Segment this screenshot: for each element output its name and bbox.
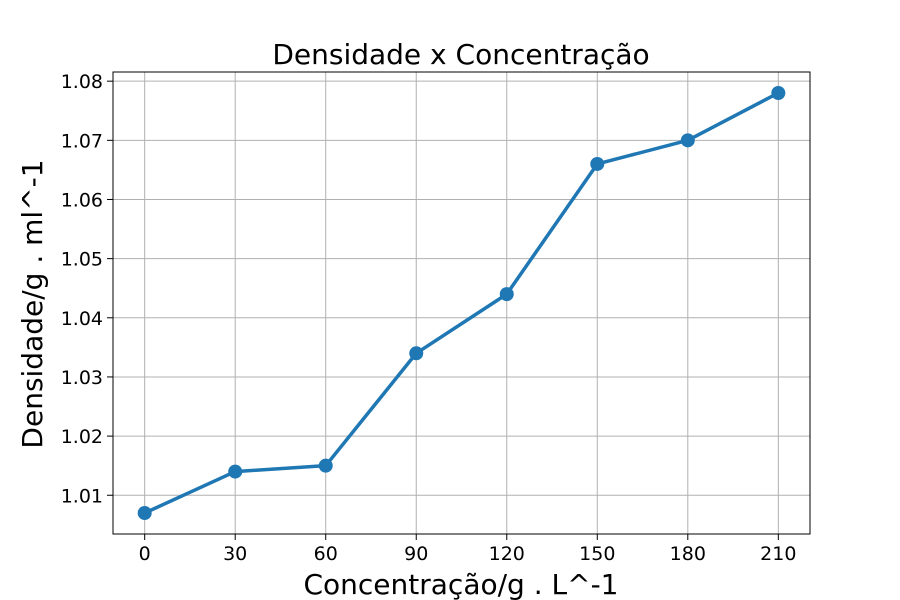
data-point	[680, 133, 695, 148]
data-point	[771, 86, 786, 100]
chart-title: Densidade x Concentração	[272, 38, 649, 71]
y-tick-label: 1.07	[61, 130, 103, 152]
x-tick-label: 210	[760, 543, 796, 565]
y-axis-label: Densidade/g . ml^-1	[16, 159, 49, 448]
x-tick-label: 120	[489, 543, 525, 565]
x-tick-label: 60	[314, 543, 338, 565]
x-tick-label: 0	[139, 543, 151, 565]
data-point	[228, 464, 243, 479]
data-point	[318, 458, 333, 473]
data-point	[409, 346, 424, 361]
data-point	[499, 287, 514, 302]
y-tick-label: 1.05	[61, 249, 103, 271]
y-tick-label: 1.08	[61, 71, 103, 93]
y-tick-label: 1.04	[61, 308, 103, 330]
series-line	[142, 91, 781, 515]
x-tick-label: 30	[223, 543, 247, 565]
x-tick-label: 180	[670, 543, 706, 565]
y-tick-label: 1.03	[61, 367, 103, 389]
series-layer	[137, 86, 786, 520]
data-point	[590, 156, 605, 171]
x-tick-label: 150	[579, 543, 615, 565]
grid-layer	[113, 72, 810, 534]
y-tick-label: 1.02	[61, 426, 103, 448]
x-tick-label: 90	[404, 543, 428, 565]
y-tick-label: 1.06	[61, 189, 103, 211]
tick-layer: 0 30 60 90 120 150 180 210 1.01 1.02 1.03 1.04 1.05 1…	[61, 71, 797, 565]
plot-frame	[112, 71, 811, 535]
data-point	[137, 506, 152, 520]
y-tick-label: 1.01	[61, 485, 103, 507]
x-axis-label: Concentração/g . L^-1	[303, 568, 618, 600]
